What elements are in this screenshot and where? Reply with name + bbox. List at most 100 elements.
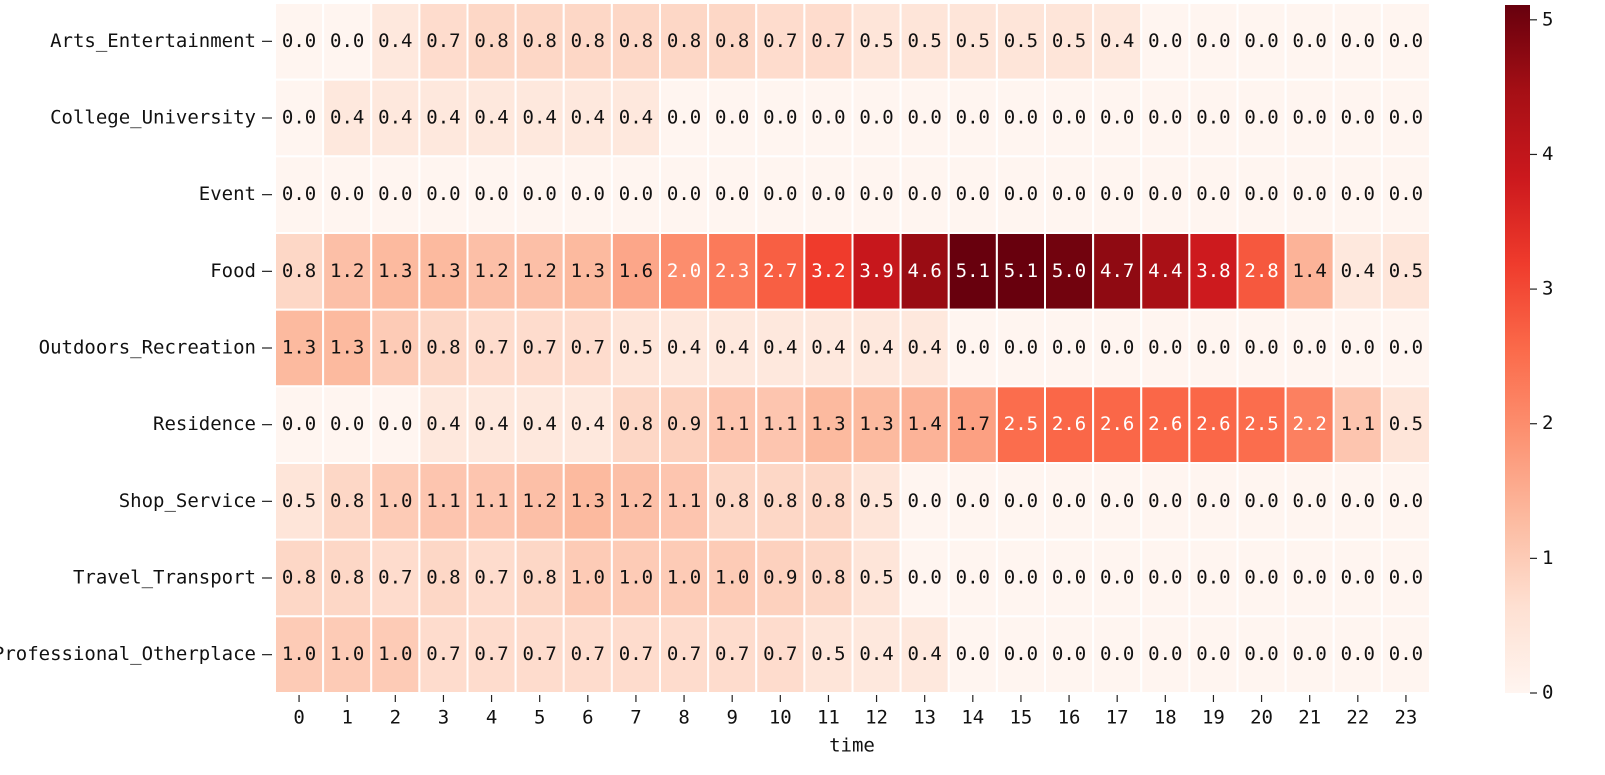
- heatmap-cell: [370, 308, 421, 388]
- heatmap-cell: [995, 308, 1046, 388]
- cell-label: 0.0: [1196, 337, 1230, 359]
- heatmap-cell: [1284, 308, 1335, 388]
- cell-label: 2.8: [1244, 260, 1278, 282]
- cell-label: 0.8: [474, 30, 508, 52]
- heatmap-cell: [610, 155, 661, 234]
- cell-label: 1.1: [763, 413, 797, 435]
- cell-label: 0.5: [1389, 260, 1423, 282]
- y-tick-label: Travel_Transport: [73, 567, 256, 589]
- cell-label: 0.0: [1196, 107, 1230, 129]
- cell-label: 0.0: [330, 183, 364, 205]
- heatmap-cell: [851, 462, 902, 541]
- heatmap-cell: [1140, 615, 1191, 694]
- cell-label: 0.0: [1196, 643, 1230, 665]
- cell-label: 2.3: [715, 260, 749, 282]
- heatmap-cell: [322, 232, 373, 311]
- heatmap-cell: [418, 615, 469, 694]
- heatmap-cell: [1044, 155, 1095, 234]
- cell-label: 0.4: [811, 337, 845, 359]
- cell-label: 1.0: [571, 567, 605, 589]
- cell-label: 0.5: [956, 30, 990, 52]
- cell-label: 0.7: [811, 30, 845, 52]
- cell-label: 4.4: [1148, 260, 1182, 282]
- heatmap-cell: [514, 155, 565, 234]
- colorbar-tick-label: 0: [1542, 682, 1553, 704]
- cell-label: 0.4: [474, 413, 508, 435]
- cell-label: 0.0: [1389, 30, 1423, 52]
- heatmap-cell: [1188, 155, 1239, 234]
- cell-label: 0.7: [523, 643, 557, 665]
- heatmap-cell: [1380, 615, 1431, 694]
- heatmap-cell: [1044, 308, 1095, 388]
- cell-label: 2.7: [763, 260, 797, 282]
- heatmap-cell: [659, 2, 710, 81]
- cell-label: 0.7: [571, 643, 605, 665]
- cell-label: 1.1: [667, 490, 701, 512]
- cell-label: 0.4: [378, 30, 412, 52]
- cell-label: 0.0: [1389, 107, 1423, 129]
- heatmap-cell: [1284, 232, 1335, 311]
- cell-label: 1.0: [282, 643, 316, 665]
- x-tick-label: 19: [1202, 707, 1225, 729]
- cell-label: 0.4: [474, 107, 508, 129]
- cell-label: 1.4: [908, 413, 942, 435]
- cell-label: 0.0: [1148, 30, 1182, 52]
- cell-label: 0.0: [1004, 337, 1038, 359]
- cell-label: 0.8: [763, 490, 797, 512]
- cell-label: 0.4: [523, 107, 557, 129]
- heatmap-cell: [803, 78, 854, 158]
- cell-label: 1.3: [426, 260, 460, 282]
- cell-label: 5.1: [1004, 260, 1038, 282]
- cell-label: 2.6: [1196, 413, 1230, 435]
- x-tick-label: 16: [1058, 707, 1081, 729]
- x-tick-label: 14: [961, 707, 984, 729]
- heatmap-cell: [322, 78, 373, 158]
- heatmap-cell: [466, 308, 517, 388]
- cell-label: 0.8: [330, 567, 364, 589]
- cell-label: 0.0: [1100, 337, 1134, 359]
- colorbar-tick-label: 3: [1542, 278, 1553, 300]
- heatmap-cell: [1284, 78, 1335, 158]
- cell-label: 0.0: [1100, 567, 1134, 589]
- cell-label: 0.0: [1341, 567, 1375, 589]
- colorbar-tick-label: 1: [1542, 547, 1553, 569]
- heatmap-cell: [1236, 615, 1287, 694]
- cell-label: 0.0: [908, 567, 942, 589]
- cell-label: 0.7: [426, 643, 460, 665]
- heatmap-cell: [755, 2, 806, 81]
- cell-label: 0.5: [859, 490, 893, 512]
- heatmap-cell: [947, 615, 998, 694]
- cell-label: 0.0: [1293, 643, 1327, 665]
- heatmap-cell: [370, 538, 421, 618]
- cell-label: 0.5: [908, 30, 942, 52]
- x-tick-label: 21: [1298, 707, 1321, 729]
- cell-label: 0.0: [956, 490, 990, 512]
- x-tick-label: 7: [630, 707, 641, 729]
- heatmap-cell: [1092, 385, 1143, 465]
- heatmap-cell: [1188, 232, 1239, 311]
- heatmap-cell: [322, 462, 373, 541]
- cell-label: 0.0: [1389, 183, 1423, 205]
- cell-label: 4.6: [908, 260, 942, 282]
- cell-label: 5.0: [1052, 260, 1086, 282]
- heatmap-cell: [370, 78, 421, 158]
- cell-label: 1.2: [474, 260, 508, 282]
- cell-label: 2.6: [1148, 413, 1182, 435]
- heatmap-cell: [899, 2, 950, 81]
- cell-label: 1.0: [378, 337, 412, 359]
- heatmap-cell: [1140, 462, 1191, 541]
- cell-label: 0.0: [378, 183, 412, 205]
- y-tick-label: Residence: [153, 413, 256, 435]
- cell-label: 0.0: [1244, 643, 1278, 665]
- heatmap-cell: [1092, 2, 1143, 81]
- x-tick-label: 12: [865, 707, 888, 729]
- heatmap-cell: [851, 232, 902, 311]
- cell-label: 0.8: [330, 490, 364, 512]
- heatmap-cell: [899, 78, 950, 158]
- heatmap-cell: [1044, 462, 1095, 541]
- heatmap-cell: [1140, 308, 1191, 388]
- cell-label: 0.4: [1341, 260, 1375, 282]
- heatmap-cell: [803, 155, 854, 234]
- cell-label: 0.0: [956, 183, 990, 205]
